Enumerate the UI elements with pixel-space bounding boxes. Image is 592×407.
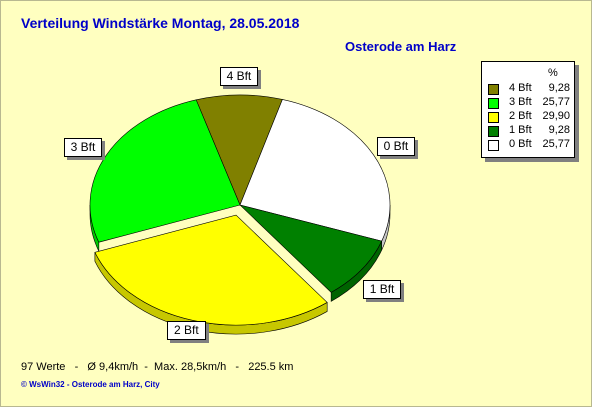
legend-swatch bbox=[488, 112, 499, 123]
legend-label: 3 Bft bbox=[509, 96, 532, 108]
legend: % 4 Bft 9,28 3 Bft 25,77 2 Bft 29,90 1 Bft 9,28… bbox=[481, 61, 575, 158]
pie-slice-0-bft bbox=[239, 99, 391, 242]
statistics-footer: 97 Werte - Ø 9,4km/h - Max. 28,5km/h - 2… bbox=[21, 361, 294, 373]
legend-entry: 0 Bft 25,77 bbox=[488, 138, 570, 151]
legend-entry: 3 Bft 25,77 bbox=[488, 96, 570, 109]
legend-entry: 2 Bft 29,90 bbox=[488, 110, 570, 123]
slice-label-3-bft: 3 Bft bbox=[63, 137, 103, 157]
legend-value: 29,90 bbox=[542, 110, 570, 122]
pie-slice-2-bft bbox=[94, 214, 328, 326]
pie-slice-3-bft bbox=[89, 99, 241, 243]
legend-label: 1 Bft bbox=[509, 124, 532, 136]
location-subtitle: Osterode am Harz bbox=[345, 39, 457, 54]
legend-label: 0 Bft bbox=[509, 138, 532, 150]
pie-slice-4-bft bbox=[195, 94, 283, 206]
software-credit: © WsWin32 - Osterode am Harz, City bbox=[21, 380, 160, 389]
legend-entry: 4 Bft 9,28 bbox=[488, 82, 570, 95]
legend-entry: 1 Bft 9,28 bbox=[488, 124, 570, 137]
legend-header: % bbox=[548, 67, 558, 79]
pie-slice-1-bft bbox=[238, 204, 383, 293]
legend-value: 9,28 bbox=[548, 124, 570, 136]
slice-label-0-bft: 0 Bft bbox=[376, 136, 416, 156]
legend-swatch bbox=[488, 84, 499, 95]
slice-label-4-bft: 4 Bft bbox=[219, 66, 259, 86]
legend-value: 25,77 bbox=[542, 96, 570, 108]
legend-value: 25,77 bbox=[542, 138, 570, 150]
legend-label: 4 Bft bbox=[509, 82, 532, 94]
slice-label-2-bft: 2 Bft bbox=[166, 321, 206, 340]
legend-swatch bbox=[488, 140, 499, 151]
legend-value: 9,28 bbox=[548, 82, 570, 94]
legend-swatch bbox=[488, 126, 499, 137]
chart-title: Verteilung Windstärke Montag, 28.05.2018 bbox=[21, 15, 300, 31]
slice-label-1-bft: 1 Bft bbox=[362, 279, 402, 299]
legend-label: 2 Bft bbox=[509, 110, 532, 122]
legend-swatch bbox=[488, 98, 499, 109]
